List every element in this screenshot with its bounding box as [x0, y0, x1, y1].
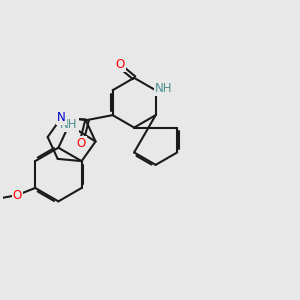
- Text: O: O: [13, 189, 22, 202]
- Text: O: O: [116, 58, 125, 71]
- Text: NH: NH: [155, 82, 172, 95]
- Text: NH: NH: [60, 118, 78, 131]
- Text: O: O: [76, 137, 86, 150]
- Text: N: N: [57, 111, 66, 124]
